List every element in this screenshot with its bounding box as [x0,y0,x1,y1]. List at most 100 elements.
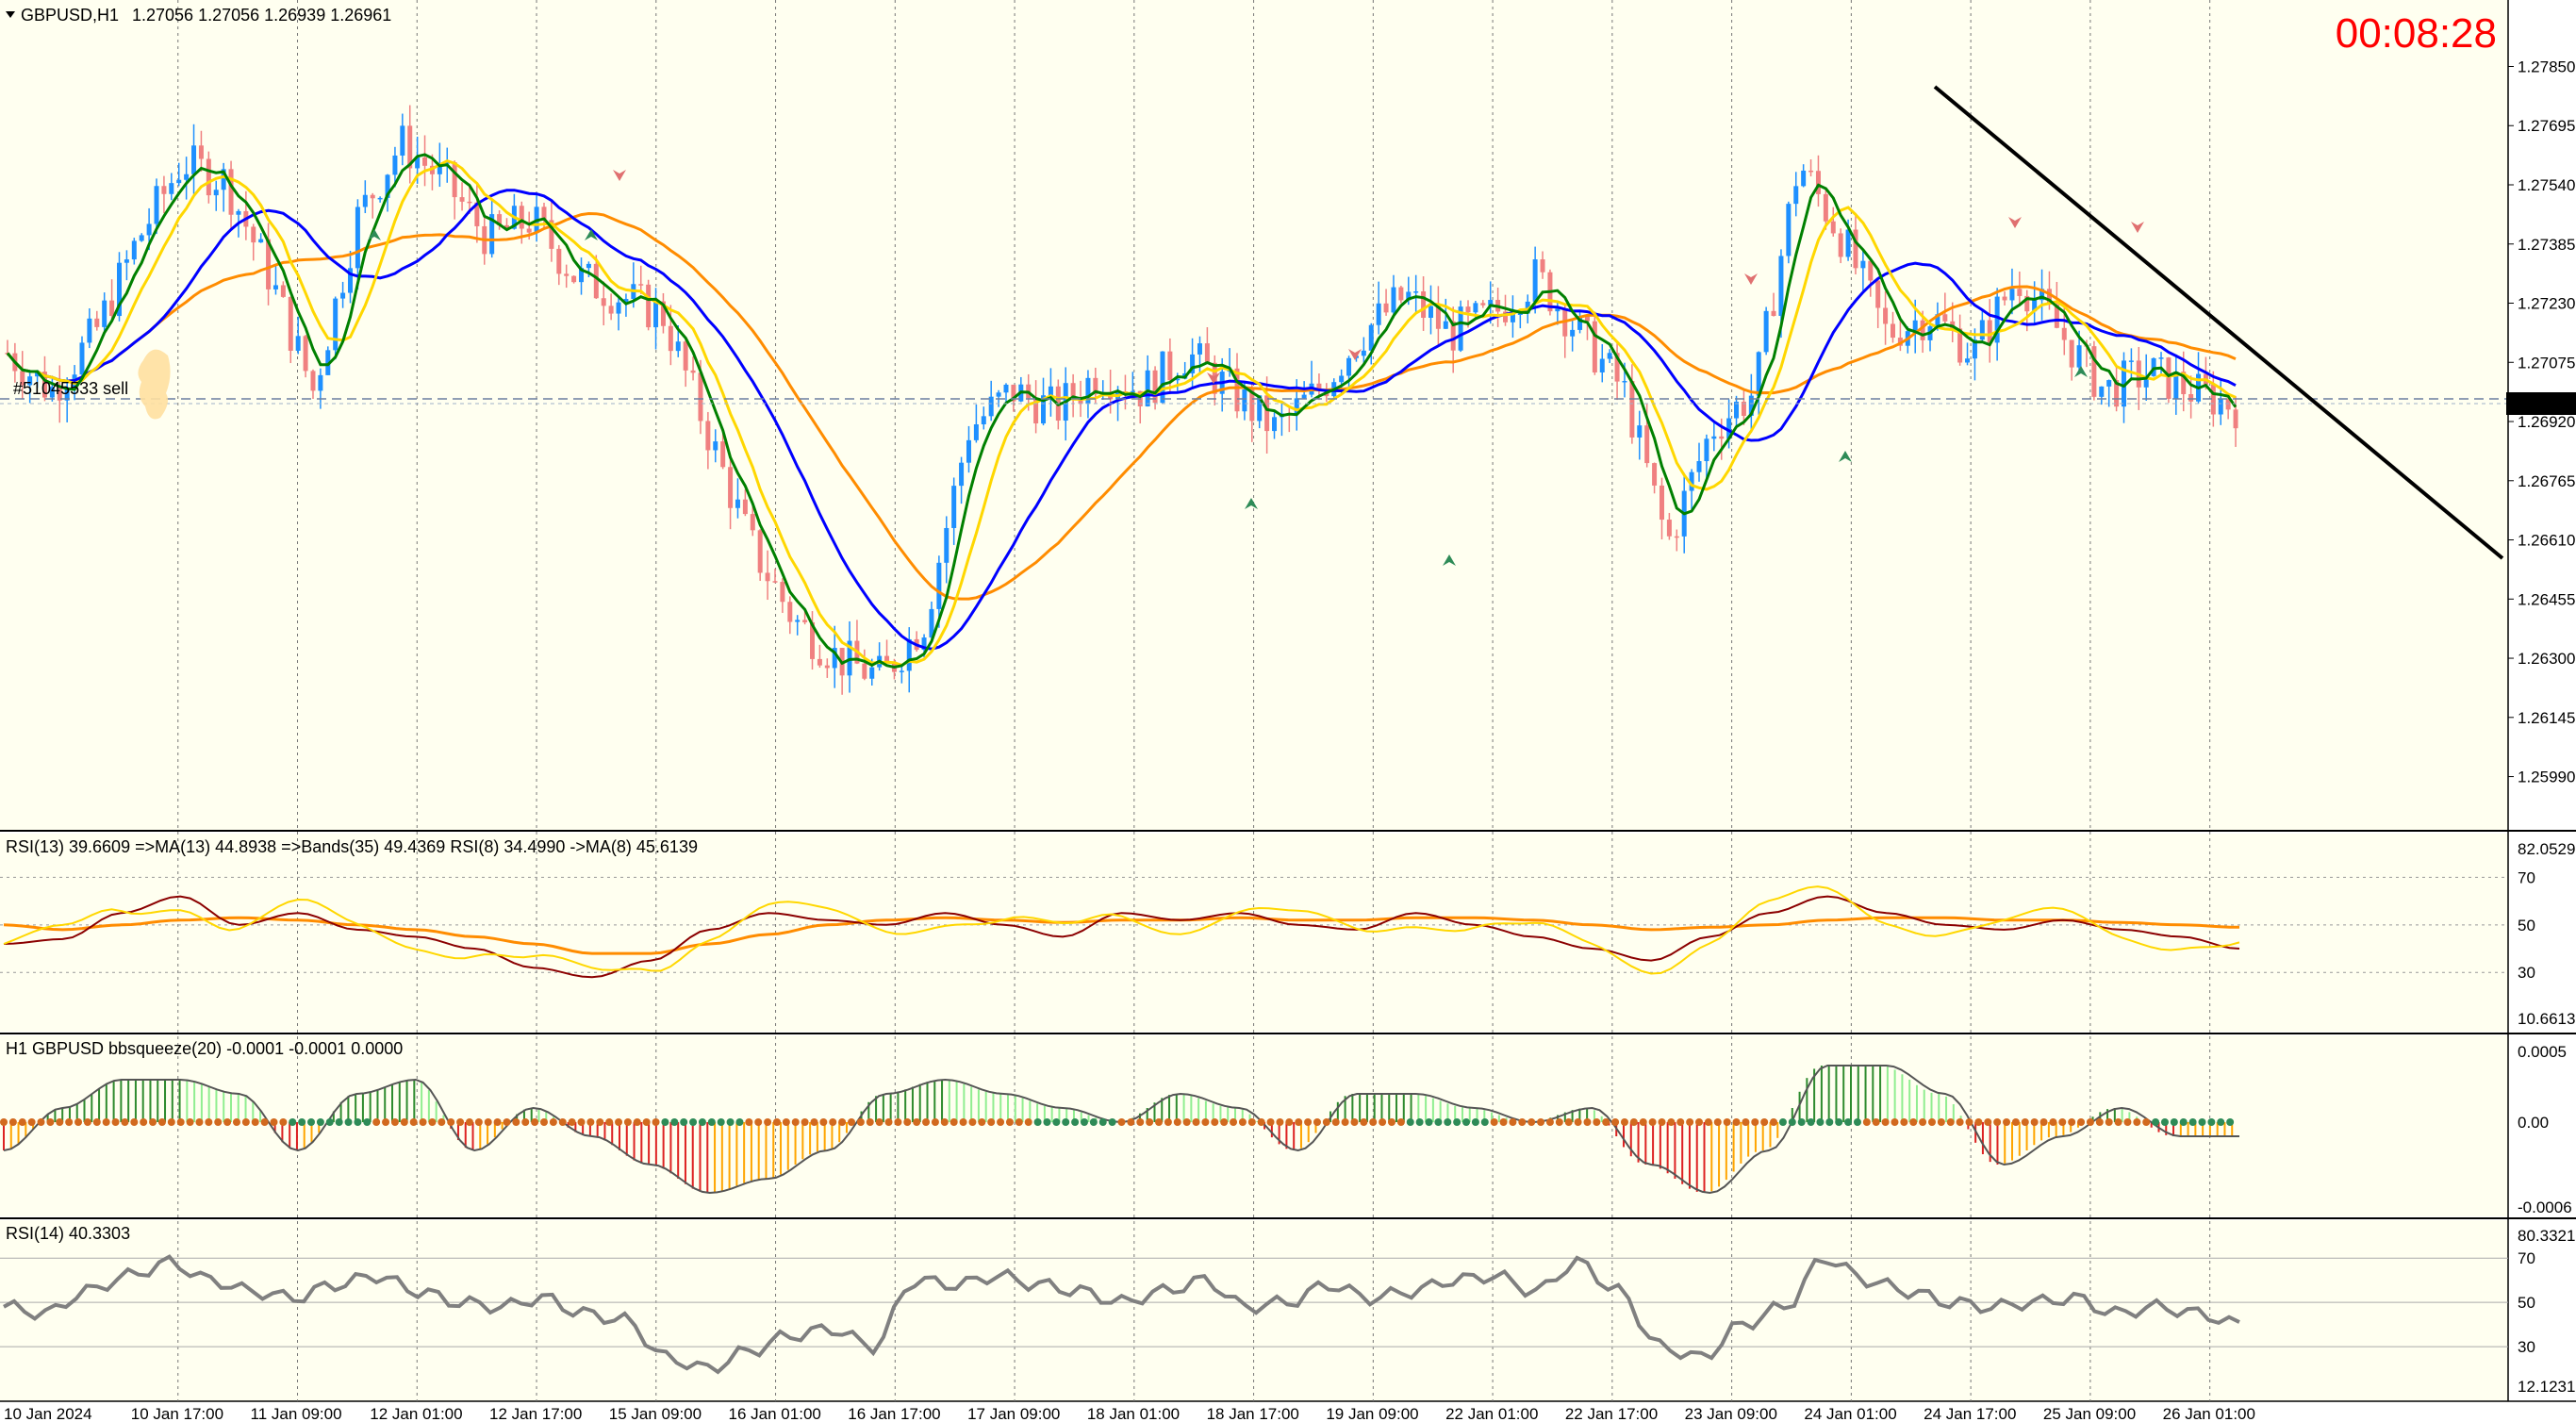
candle-body [504,224,509,229]
candle-body [272,285,278,289]
squeeze-dot [1360,1118,1368,1126]
squeeze-dot [2198,1118,2206,1126]
ohlc-values: 1.27056 1.27056 1.26939 1.26961 [132,6,391,25]
squeeze-dot [232,1118,240,1126]
candle-body [2210,384,2216,415]
candle-body [1339,375,1345,383]
candle-body [355,207,360,269]
candle-body [415,157,421,169]
trendline[interactable] [1933,85,2504,560]
squeeze-dot [717,1118,725,1126]
squeeze-dot [922,1118,931,1126]
price-tick-label: 1.27075 [2518,354,2575,372]
candle-body [1160,351,1165,404]
mid-ma-line [6,158,2237,668]
squeeze-dot [1900,1118,1908,1126]
symbol-dropdown-icon[interactable] [6,11,15,18]
time-tick-label: 18 Jan 01:00 [1087,1405,1180,1422]
squeeze-dot [615,1118,623,1126]
candle-body [988,396,994,417]
squeeze-dot [623,1118,632,1126]
candle-body [668,325,673,352]
candle-body [1003,384,1009,393]
candle-body [571,275,577,283]
squeeze-dot [959,1118,967,1126]
candle-body [236,210,241,215]
candle-body [1450,321,1456,351]
price-tick-label: 1.25990 [2518,769,2575,786]
candle-body [1264,395,1270,432]
current-price-tag [2506,392,2576,415]
squeeze-dot [1545,1118,1554,1126]
squeeze-dot [1201,1118,1210,1126]
squeeze-dot [1015,1118,1023,1126]
candle-body [541,207,547,221]
squeeze-dot [1043,1118,1051,1126]
squeeze-dot [1564,1118,1573,1126]
candle-body [1957,328,1963,363]
squeeze-dot [447,1118,455,1126]
candle-body [623,298,629,303]
squeeze-dot [223,1118,232,1126]
squeeze-dot [1238,1118,1247,1126]
candle-body [1652,463,1658,486]
candle-body [683,341,688,371]
squeeze-dot [1704,1118,1712,1126]
time-tick-label: 22 Jan 01:00 [1445,1405,1538,1422]
squeeze-dot [1480,1118,1489,1126]
squeeze-dot [978,1118,986,1126]
squeeze-dot [2058,1118,2067,1126]
time-tick-label: 16 Jan 17:00 [848,1405,940,1422]
time-tick-label: 17 Jan 09:00 [967,1405,1060,1422]
candle-body [973,424,979,440]
candle-body [1272,417,1278,432]
squeeze-dot [1490,1118,1498,1126]
squeeze-dot [791,1118,800,1126]
time-axis[interactable]: 10 Jan 2024 10 Jan 17:00 11 Jan 09:00 12 Ja… [4,1405,2255,1422]
candle-body [1823,193,1828,222]
order-label[interactable]: #51045533 sell [13,379,128,398]
squeeze-dot [1117,1118,1126,1126]
squeeze-dot [1974,1118,1983,1126]
candle-body [1592,321,1597,372]
candle-body [1517,313,1523,315]
price-scale[interactable]: 1.27850 1.27695 1.27540 1.27385 1.27230 1.270… [2508,58,2575,786]
candle-body [944,527,949,563]
candle-body [795,620,801,622]
squeeze-dot [605,1118,614,1126]
candle-body [102,300,107,327]
squeeze-dot [913,1118,921,1126]
candle-body [1979,320,1985,340]
candle-body [1726,418,1732,439]
candle-body [1406,291,1412,301]
candle-body [1361,350,1366,356]
squeeze-dot [1937,1118,1945,1126]
squeeze-dot [456,1118,465,1126]
time-tick-label: 10 Jan 17:00 [131,1405,223,1422]
candle-body [951,486,957,528]
squeeze-dot [27,1118,36,1126]
time-tick-label: 24 Jan 01:00 [1804,1405,1896,1422]
time-tick-label: 12 Jan 01:00 [370,1405,462,1422]
candle-body [780,582,785,603]
candle-body [1756,352,1761,396]
squeeze-dot [1089,1118,1098,1126]
candle-body [2128,360,2134,362]
candle-body [1875,280,1881,308]
candle-body [2069,339,2074,368]
candle-body [1965,358,1971,363]
candle-body [318,374,323,391]
candle-body [124,259,129,263]
squeeze-dot [1387,1118,1395,1126]
squeeze-dot [856,1118,865,1126]
candle-body [176,179,182,184]
candle-body [608,306,614,314]
squeeze-dot [652,1118,660,1126]
squeeze-dot [707,1118,716,1126]
candle-body [87,318,92,343]
order-marker-icon [138,349,171,420]
candle-body [765,572,770,582]
time-tick-label: 10 Jan 2024 [4,1405,92,1422]
